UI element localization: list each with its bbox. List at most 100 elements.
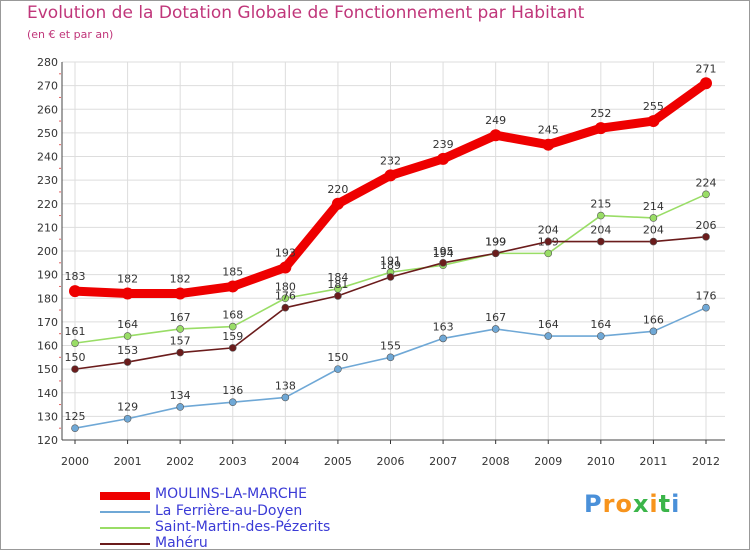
data-point bbox=[334, 292, 342, 300]
data-label: 232 bbox=[380, 154, 401, 167]
logo-letter: P bbox=[584, 490, 603, 518]
data-point bbox=[437, 152, 450, 165]
data-label: 193 bbox=[275, 247, 296, 260]
x-tick-label: 2008 bbox=[482, 455, 510, 468]
y-tick-label: 210 bbox=[37, 221, 58, 234]
data-label: 204 bbox=[590, 224, 611, 237]
y-tick-label: 140 bbox=[37, 387, 58, 400]
data-label: 194 bbox=[433, 247, 454, 260]
data-point bbox=[71, 339, 79, 347]
data-label: 181 bbox=[327, 278, 348, 291]
data-label: 180 bbox=[275, 280, 296, 293]
proxiti-logo: Proxiti bbox=[584, 490, 680, 518]
y-tick-label: 220 bbox=[37, 198, 58, 211]
data-label: 164 bbox=[538, 318, 559, 331]
data-label: 245 bbox=[538, 124, 559, 137]
data-point bbox=[123, 332, 132, 340]
data-point bbox=[71, 365, 79, 373]
legend-label-saint-martin: Saint-Martin-des-Pézerits bbox=[155, 519, 331, 535]
data-label: 199 bbox=[485, 235, 506, 248]
data-point bbox=[176, 403, 184, 411]
x-tick-label: 2009 bbox=[534, 455, 562, 468]
logo-letter: i bbox=[671, 490, 681, 518]
data-point bbox=[702, 233, 710, 241]
y-tick-label: 270 bbox=[37, 80, 58, 93]
data-point bbox=[544, 249, 553, 258]
data-label: 224 bbox=[696, 176, 717, 189]
data-label: 150 bbox=[327, 351, 348, 364]
data-label: 167 bbox=[485, 311, 506, 324]
legend-swatch-la-ferriere bbox=[100, 511, 150, 513]
legend-swatch-maheru bbox=[100, 543, 150, 545]
data-label: 239 bbox=[433, 138, 454, 151]
data-point bbox=[700, 77, 712, 90]
data-label: 134 bbox=[170, 389, 191, 402]
data-point bbox=[649, 327, 658, 336]
data-label: 249 bbox=[485, 114, 506, 127]
data-label: 215 bbox=[590, 198, 611, 211]
data-point bbox=[174, 287, 187, 300]
data-label: 163 bbox=[433, 320, 454, 333]
y-tick-label: 240 bbox=[37, 151, 58, 164]
data-label: 255 bbox=[643, 100, 664, 113]
logo-letter: x bbox=[632, 490, 650, 518]
x-tick-label: 2011 bbox=[639, 455, 667, 468]
y-tick-label: 200 bbox=[37, 245, 58, 258]
data-point bbox=[544, 237, 553, 246]
data-label: 182 bbox=[170, 273, 191, 286]
data-label: 138 bbox=[275, 379, 296, 392]
logo-letter: i bbox=[649, 490, 659, 518]
legend-swatch-saint-martin bbox=[100, 527, 150, 529]
data-label: 155 bbox=[380, 339, 401, 352]
data-point bbox=[489, 129, 502, 142]
data-point bbox=[228, 322, 237, 331]
legend-label-la-ferriere: La Ferrière-au-Doyen bbox=[155, 503, 303, 519]
data-label: 167 bbox=[170, 311, 191, 324]
data-label: 157 bbox=[170, 335, 191, 348]
data-point bbox=[439, 259, 447, 267]
y-tick-label: 260 bbox=[37, 103, 58, 116]
data-label: 164 bbox=[117, 318, 138, 331]
data-point bbox=[386, 353, 395, 362]
data-point bbox=[386, 273, 395, 281]
data-label: 166 bbox=[643, 313, 664, 326]
x-tick-label: 2012 bbox=[692, 455, 720, 468]
x-tick-label: 2001 bbox=[114, 455, 142, 468]
data-label: 252 bbox=[590, 107, 611, 120]
y-tick-label: 170 bbox=[37, 316, 58, 329]
data-label: 176 bbox=[696, 290, 717, 303]
y-tick-label: 190 bbox=[37, 269, 58, 282]
data-label: 184 bbox=[327, 271, 348, 284]
data-label: 185 bbox=[222, 265, 243, 278]
data-point bbox=[228, 344, 237, 352]
data-point bbox=[384, 169, 397, 182]
data-label: 220 bbox=[327, 183, 348, 196]
data-point bbox=[121, 287, 134, 300]
y-tick-label: 150 bbox=[37, 363, 58, 376]
data-label: 189 bbox=[380, 259, 401, 272]
data-label: 183 bbox=[65, 270, 86, 283]
data-point bbox=[69, 285, 81, 298]
y-tick-label: 120 bbox=[37, 434, 58, 447]
data-point bbox=[228, 398, 237, 407]
data-label: 164 bbox=[590, 318, 611, 331]
data-point bbox=[281, 303, 290, 312]
data-label: 204 bbox=[538, 224, 559, 237]
y-tick-label: 130 bbox=[37, 410, 58, 423]
data-label: 206 bbox=[696, 219, 717, 232]
data-label: 182 bbox=[117, 273, 138, 286]
data-point bbox=[123, 358, 132, 366]
data-label: 161 bbox=[65, 325, 86, 338]
data-point bbox=[594, 122, 607, 135]
logo-letter: o bbox=[615, 490, 633, 518]
y-tick-label: 180 bbox=[37, 292, 58, 305]
chart-title: Evolution de la Dotation Globale de Fonc… bbox=[27, 3, 585, 23]
data-point bbox=[334, 365, 342, 373]
y-tick-label: 230 bbox=[37, 174, 58, 187]
data-point bbox=[71, 424, 79, 432]
data-point bbox=[226, 280, 239, 293]
data-point bbox=[491, 325, 500, 333]
data-point bbox=[439, 334, 447, 343]
data-point bbox=[281, 294, 290, 303]
